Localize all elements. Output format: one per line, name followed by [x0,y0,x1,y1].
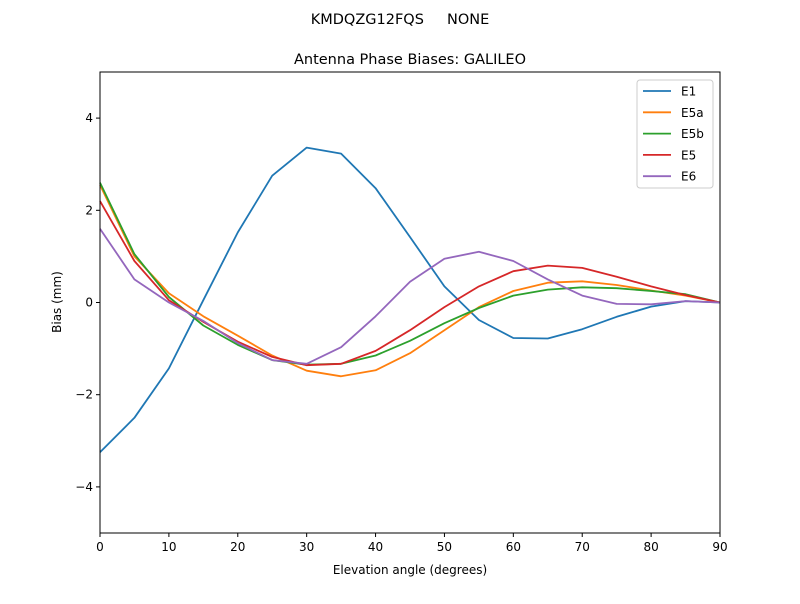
x-tick-label: 30 [299,540,314,554]
y-tick-label: 2 [85,203,93,217]
series-line-e5b [99,182,721,366]
x-tick-label: 20 [230,540,245,554]
y-axis-label: Bias (mm) [50,271,64,333]
legend: E1 E5a E5b E5 E6 [636,79,714,189]
legend-label-e5b: E5b [681,127,704,141]
y-tick-label: −2 [75,388,93,402]
x-axis: 0 10 20 30 40 50 60 70 80 90 [96,533,728,554]
x-tick-label: 80 [643,540,658,554]
legend-label-e6: E6 [681,170,696,184]
series-line-e6 [99,228,721,365]
x-tick-label: 50 [437,540,452,554]
legend-label-e5: E5 [681,148,696,162]
y-axis: −4 −2 0 2 4 [75,111,100,494]
x-tick-label: 0 [96,540,104,554]
series-line-e5a [99,184,721,378]
chart-title: Antenna Phase Biases: GALILEO [294,52,526,68]
x-tick-label: 70 [575,540,590,554]
x-tick-label: 40 [368,540,383,554]
legend-label-e5a: E5a [681,106,704,120]
plot-frame [99,71,721,534]
x-tick-label: 60 [506,540,521,554]
x-tick-label: 10 [161,540,176,554]
suptitle: KMDQZG12FQS NONE [311,12,490,28]
y-tick-label: 0 [85,296,93,310]
series-line-e1 [99,146,721,453]
x-axis-label: Elevation angle (degrees) [333,563,487,577]
y-tick-label: 4 [85,111,93,125]
y-tick-label: −4 [75,480,93,494]
plot-lines [99,146,721,453]
legend-box [636,79,714,189]
x-tick-label: 90 [712,540,727,554]
legend-label-e1: E1 [681,85,696,99]
